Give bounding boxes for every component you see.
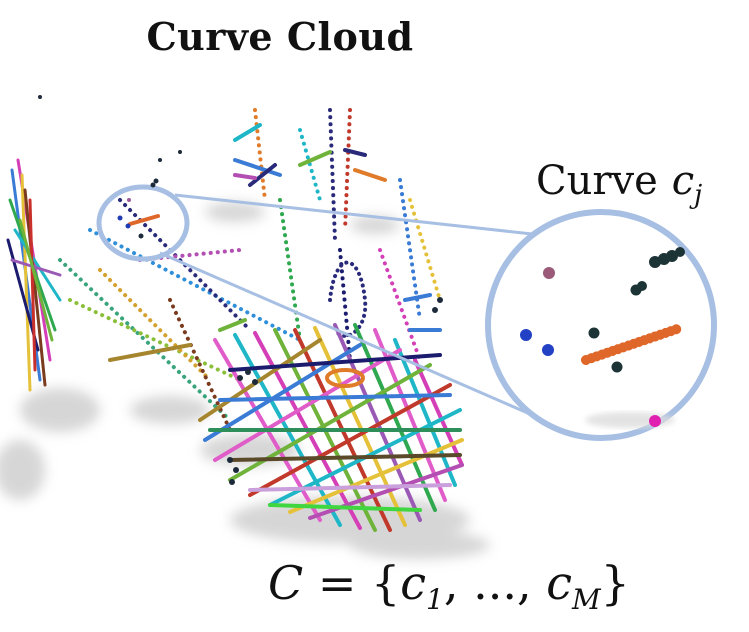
left-curve-cluster	[6, 158, 62, 392]
small-circle-contents	[117, 178, 160, 239]
curve-lattice	[198, 323, 464, 532]
orange-ring	[325, 368, 365, 388]
zoom-circle-contents	[520, 247, 685, 428]
top-curve-segments	[108, 123, 442, 362]
dark-point-clusters	[38, 95, 443, 485]
connector-line-top	[174, 193, 561, 239]
figure-title: Curve Cloud	[146, 14, 414, 59]
connector-line-bottom	[159, 251, 531, 416]
dotted-trails	[58, 108, 442, 432]
curve-variable: cj	[671, 158, 703, 210]
zoom-circle	[485, 209, 717, 441]
zoomed-curve	[581, 323, 685, 365]
highlight-circle-small	[96, 184, 190, 262]
curve-set-expression: C = {c1, ..., cM}	[268, 556, 630, 617]
zoom-curve-label: Curve cj	[536, 158, 702, 210]
curve-word: Curve	[536, 158, 658, 204]
ground-shadows	[0, 202, 490, 559]
